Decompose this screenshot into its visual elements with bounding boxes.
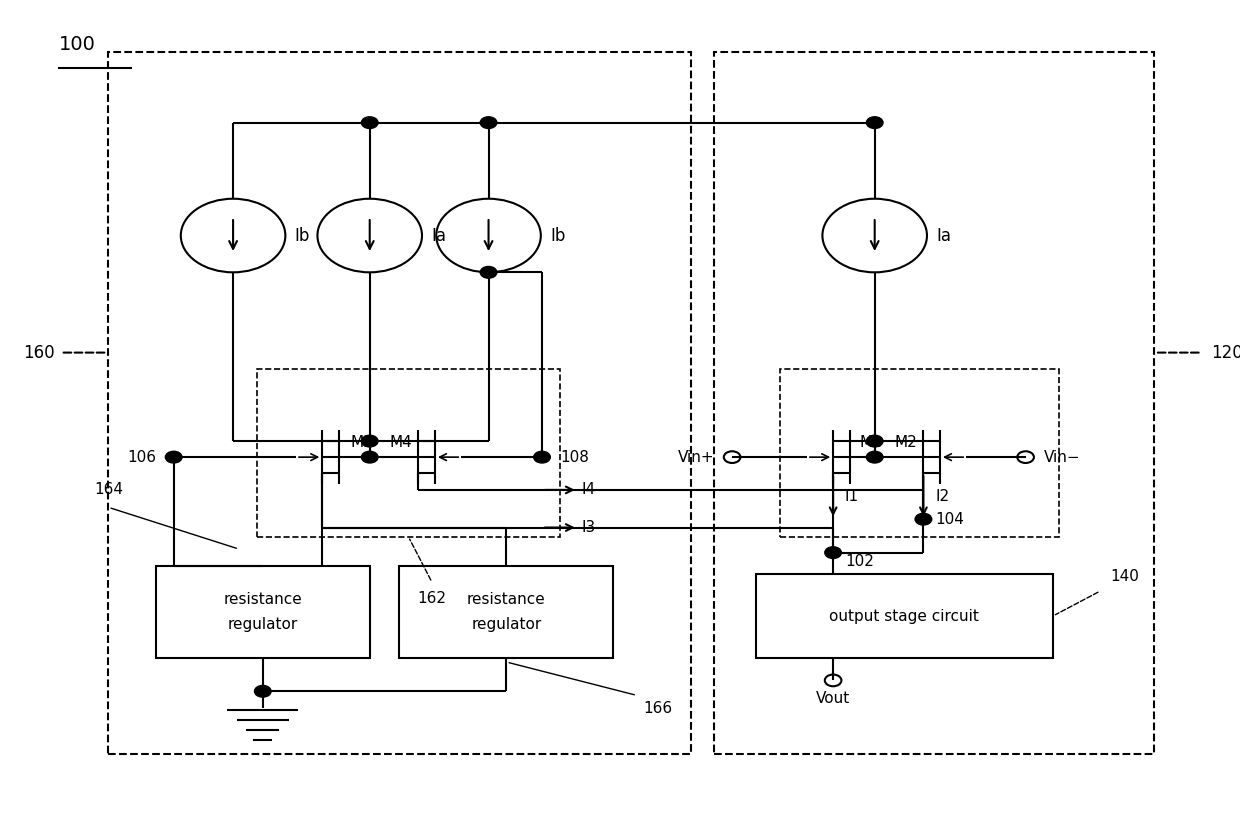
Text: 120: 120 (1211, 344, 1240, 362)
Text: 160: 160 (24, 344, 55, 362)
Circle shape (533, 451, 551, 463)
Text: I2: I2 (935, 488, 950, 503)
Text: I4: I4 (582, 482, 595, 498)
Text: 102: 102 (844, 555, 874, 570)
Bar (257, 369, 559, 537)
Text: Ia: Ia (432, 227, 446, 244)
Text: regulator: regulator (471, 617, 542, 632)
Text: 104: 104 (935, 512, 965, 527)
Circle shape (480, 117, 497, 128)
Text: resistance: resistance (467, 591, 546, 607)
Text: M2: M2 (895, 435, 918, 451)
Text: 140: 140 (1110, 569, 1138, 584)
Bar (399, 565, 614, 658)
Circle shape (361, 435, 378, 447)
Text: 166: 166 (644, 701, 672, 717)
Text: regulator: regulator (228, 617, 298, 632)
Text: Ib: Ib (551, 227, 565, 244)
Text: 164: 164 (94, 482, 123, 498)
Text: 100: 100 (58, 35, 95, 54)
Text: output stage circuit: output stage circuit (830, 608, 980, 623)
Text: Vout: Vout (816, 691, 851, 706)
Bar (156, 565, 370, 658)
Circle shape (867, 451, 883, 463)
Text: Vin+: Vin+ (678, 450, 714, 465)
Text: 162: 162 (418, 591, 446, 606)
Circle shape (867, 117, 883, 128)
Circle shape (361, 451, 378, 463)
Text: I3: I3 (582, 520, 595, 535)
Circle shape (867, 435, 883, 447)
Text: Ia: Ia (936, 227, 951, 244)
Circle shape (915, 513, 931, 525)
Text: M4: M4 (389, 435, 413, 451)
Bar (714, 51, 1154, 754)
Text: 106: 106 (126, 450, 156, 465)
Text: 108: 108 (559, 450, 589, 465)
Circle shape (254, 685, 272, 697)
Circle shape (825, 547, 842, 559)
Bar (108, 51, 691, 754)
Bar (780, 369, 1059, 537)
Text: Ib: Ib (295, 227, 310, 244)
Circle shape (361, 117, 378, 128)
Text: Vin−: Vin− (1043, 450, 1080, 465)
Text: resistance: resistance (223, 591, 303, 607)
Text: I1: I1 (844, 488, 859, 503)
Circle shape (480, 267, 497, 279)
Bar (756, 574, 1053, 658)
Text: M1: M1 (859, 435, 882, 451)
Circle shape (165, 451, 182, 463)
Text: M3: M3 (351, 435, 373, 451)
